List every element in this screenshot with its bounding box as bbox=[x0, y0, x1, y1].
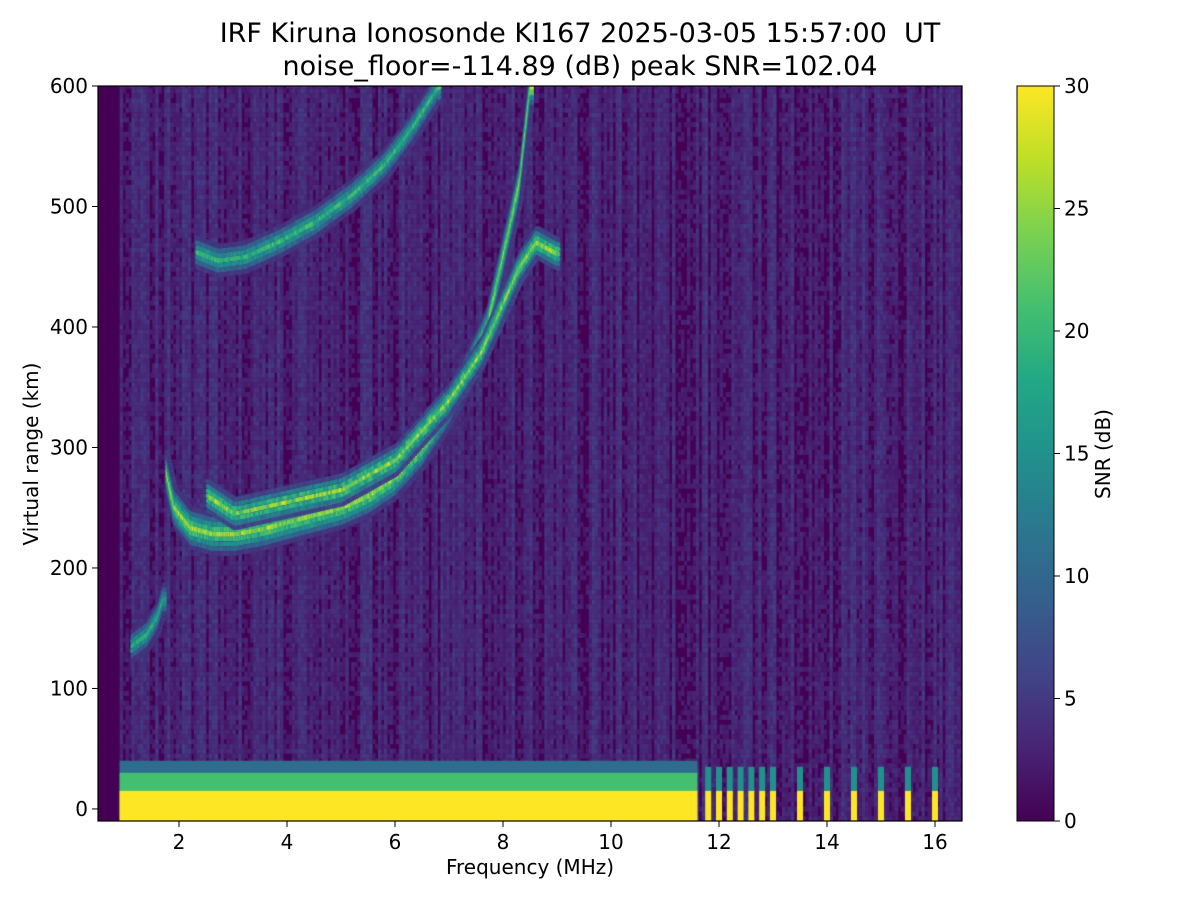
colorbar-tick-label: 5 bbox=[1064, 687, 1077, 711]
x-tick-label: 12 bbox=[706, 830, 731, 854]
y-tick-label: 500 bbox=[50, 194, 88, 218]
colorbar-tick-label: 20 bbox=[1064, 319, 1089, 343]
y-tick-label: 400 bbox=[50, 315, 88, 339]
colorbar-tick-label: 15 bbox=[1064, 442, 1089, 466]
y-axis: 0 100 200 300 400 500 600 bbox=[50, 74, 98, 821]
x-axis: 2 4 6 8 10 12 14 16 bbox=[173, 821, 948, 854]
x-tick-label: 4 bbox=[281, 830, 294, 854]
x-tick-label: 16 bbox=[922, 830, 947, 854]
colorbar bbox=[1016, 85, 1055, 822]
heatmap-layer bbox=[98, 86, 962, 821]
colorbar-axis: 0 5 10 15 20 25 30 bbox=[1054, 74, 1089, 833]
colorbar-label: SNR (dB) bbox=[1091, 409, 1115, 499]
colorbar-tick-label: 10 bbox=[1064, 564, 1089, 588]
chart-title-line-1: IRF Kiruna Ionosonde KI167 2025-03-05 15… bbox=[219, 18, 941, 49]
x-tick-label: 2 bbox=[173, 830, 186, 854]
x-axis-label: Frequency (MHz) bbox=[446, 855, 614, 879]
y-tick-label: 200 bbox=[50, 556, 88, 580]
y-axis-label: Virtual range (km) bbox=[19, 363, 43, 546]
plot-frame bbox=[97, 85, 963, 822]
x-tick-label: 8 bbox=[497, 830, 510, 854]
x-tick-label: 10 bbox=[598, 830, 623, 854]
heatmap-image bbox=[98, 86, 962, 821]
y-tick-label: 600 bbox=[50, 74, 88, 98]
x-tick-label: 14 bbox=[814, 830, 839, 854]
colorbar-tick-label: 30 bbox=[1064, 74, 1089, 98]
y-tick-label: 100 bbox=[50, 676, 88, 700]
colorbar-tick-label: 0 bbox=[1064, 809, 1077, 833]
y-tick-label: 300 bbox=[50, 435, 88, 459]
colorbar-tick-label: 25 bbox=[1064, 197, 1089, 221]
chart-title-line-2: noise_floor=-114.89 (dB) peak SNR=102.04 bbox=[282, 51, 878, 82]
x-tick-label: 6 bbox=[389, 830, 402, 854]
y-tick-label: 0 bbox=[75, 797, 88, 821]
